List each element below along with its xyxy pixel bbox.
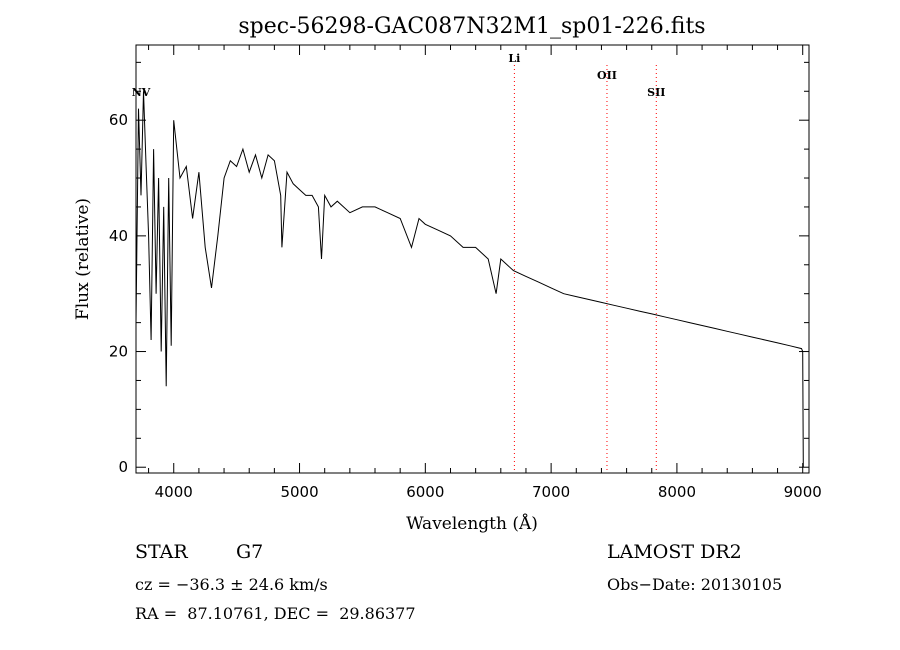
chart-title: spec-56298-GAC087N32M1_sp01-226.fits bbox=[238, 14, 705, 39]
spectrum-series-line bbox=[135, 91, 804, 468]
y-axis-label: Flux (relative) bbox=[73, 198, 93, 320]
y-tick-label: 40 bbox=[109, 227, 128, 245]
line-marker-labels: NV Li OII SII bbox=[132, 52, 666, 99]
survey-name: LAMOST DR2 bbox=[607, 541, 742, 563]
marker-label: NV bbox=[132, 86, 151, 99]
redshift-velocity: cz = −36.3 ± 24.6 km/s bbox=[135, 575, 328, 594]
x-tick-label: 7000 bbox=[532, 483, 570, 501]
plot-frame bbox=[135, 44, 810, 474]
x-tick-label: 9000 bbox=[784, 483, 822, 501]
x-tick-label: 5000 bbox=[280, 483, 318, 501]
spectrum-chart: spec-56298-GAC087N32M1_sp01-226.fits 400… bbox=[73, 14, 822, 534]
marker-label: OII bbox=[597, 69, 617, 82]
y-tick-label: 0 bbox=[118, 458, 128, 476]
line-markers bbox=[513, 65, 657, 473]
object-class: STAR bbox=[135, 541, 188, 563]
x-axis-ticks: 4000 5000 6000 7000 8000 9000 bbox=[148, 45, 822, 501]
y-tick-label: 20 bbox=[109, 343, 128, 361]
x-tick-label: 4000 bbox=[155, 483, 193, 501]
y-axis-ticks: 0 20 40 60 bbox=[109, 61, 809, 476]
marker-label: Li bbox=[508, 52, 520, 65]
x-tick-label: 6000 bbox=[406, 483, 444, 501]
marker-label: SII bbox=[647, 86, 665, 99]
coordinates: RA = 87.10761, DEC = 29.86377 bbox=[135, 604, 416, 623]
object-subclass: G7 bbox=[236, 541, 264, 563]
y-tick-label: 60 bbox=[109, 111, 128, 129]
x-tick-label: 8000 bbox=[658, 483, 696, 501]
x-axis-label: Wavelength (Å) bbox=[406, 513, 538, 534]
observation-date: Obs−Date: 20130105 bbox=[607, 575, 783, 594]
